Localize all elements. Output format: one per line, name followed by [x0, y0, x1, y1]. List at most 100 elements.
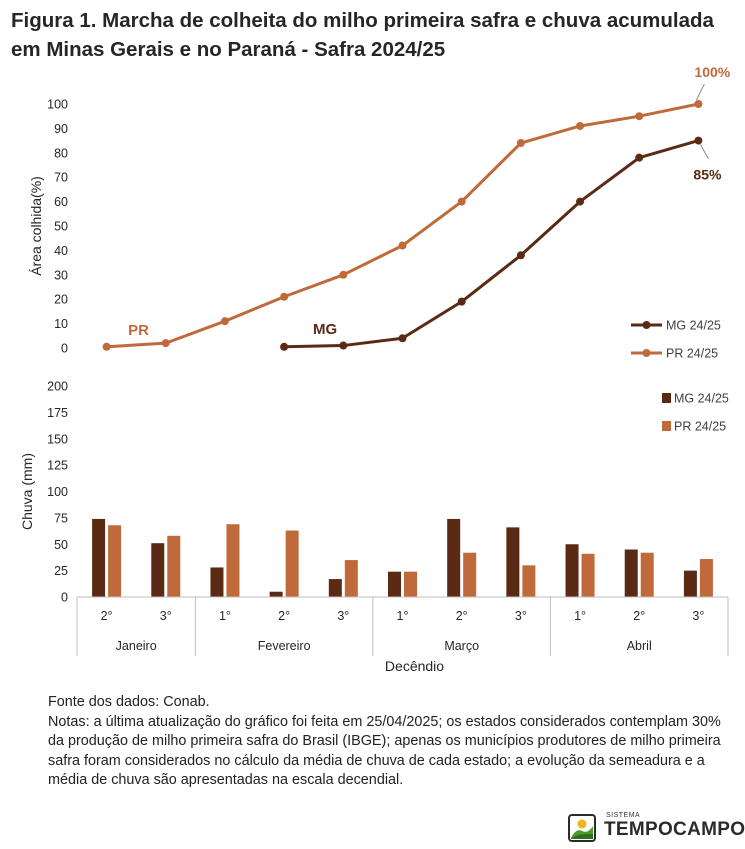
y-tick-label: 30 [54, 268, 68, 282]
data-point-mg [457, 297, 466, 306]
legend-label-pr: PR 24/25 [666, 347, 718, 361]
bar-mg [210, 567, 224, 597]
x-tick-label: 3° [160, 609, 172, 623]
x-tick-label: 1° [574, 609, 586, 623]
x-tick-label: 1° [397, 609, 409, 623]
bar-pr [404, 571, 417, 597]
y-tick-label: 150 [47, 432, 68, 446]
y-tick-label: 200 [47, 380, 68, 394]
y-tick-label: 75 [54, 511, 68, 525]
x-tick-label: 2° [456, 609, 468, 623]
y-tick-label: 80 [54, 146, 68, 160]
y-tick-label: 50 [54, 538, 68, 552]
y-tick-label: 50 [54, 220, 68, 234]
x-tick-label: 2° [101, 609, 113, 623]
bar-pr [226, 524, 240, 597]
data-point-pr [398, 241, 407, 250]
y-tick-label: 175 [47, 406, 68, 420]
data-point-pr [339, 270, 348, 279]
bar-mg [447, 518, 461, 597]
annotation-pr: PR [128, 322, 149, 339]
x-tick-label: 2° [633, 609, 645, 623]
series-line-mg [284, 139, 699, 349]
y-tick-label: 90 [54, 122, 68, 136]
legend-label-mg: MG 24/25 [674, 392, 729, 406]
legend-label-pr: PR 24/25 [674, 420, 726, 434]
bar-pr [581, 553, 595, 597]
series-line-pr [106, 102, 699, 349]
month-label: Abril [627, 639, 652, 653]
y-tick-label: 70 [54, 171, 68, 185]
y-axis-title: Chuva (mm) [19, 453, 35, 530]
data-point-pr [161, 339, 170, 348]
annotation-100: 100% [694, 64, 730, 80]
logo-big-text: TEMPOCAMPO [604, 819, 745, 840]
data-point-pr [220, 317, 229, 326]
annotation-85: 85% [693, 167, 722, 183]
data-point-mg [280, 342, 289, 351]
y-tick-label: 60 [54, 195, 68, 209]
y-tick-label: 10 [54, 317, 68, 331]
data-point-mg [694, 136, 703, 145]
bar-mg [92, 518, 106, 597]
legend-swatch-pr [662, 421, 671, 431]
y-tick-label: 25 [54, 564, 68, 578]
harvest-line-chart: 0 10 20 30 40 50 60 70 80 90 100 Área colhida(%) PR M… [28, 64, 731, 361]
bar-mg [683, 570, 697, 597]
y-tick-label: 100 [47, 485, 68, 499]
data-point-pr [516, 139, 525, 148]
bar-pr [167, 535, 181, 597]
data-point-mg [516, 251, 525, 260]
tempocampo-logo: SISTEMA TEMPOCAMPO [568, 812, 745, 844]
annotation-leader-line [695, 83, 705, 101]
legend-marker-mg [642, 321, 651, 329]
y-axis-title: Área colhida(%) [28, 176, 44, 276]
data-point-pr [576, 121, 585, 130]
y-tick-label: 125 [47, 459, 68, 473]
logo-mark-icon [568, 814, 596, 842]
y-tick-label: 0 [61, 342, 68, 356]
data-point-mg [635, 153, 644, 162]
bar-mg [388, 571, 401, 597]
y-tick-label: 100 [47, 98, 68, 112]
data-point-mg [398, 334, 407, 343]
data-point-mg [576, 197, 585, 206]
data-point-pr [694, 100, 703, 108]
data-point-pr [635, 112, 644, 121]
figure-title: Figura 1. Marcha de colheita do milho pr… [11, 6, 741, 64]
x-tick-label: 1° [219, 609, 231, 623]
month-label: Fevereiro [258, 639, 311, 653]
data-point-pr [457, 197, 466, 206]
bar-mg [624, 549, 638, 597]
y-tick-label: 0 [61, 591, 68, 605]
y-tick-label: 40 [54, 244, 68, 258]
bar-mg [269, 591, 283, 597]
x-tick-label: 3° [692, 609, 704, 623]
legend-swatch-mg [662, 393, 671, 403]
x-axis-title: Decêndio [385, 658, 444, 674]
month-label: Março [444, 639, 479, 653]
x-tick-label: 2° [278, 609, 290, 623]
annotation-mg: MG [313, 321, 337, 338]
month-label: Janeiro [116, 639, 157, 653]
bar-mg [506, 527, 520, 597]
data-point-pr [102, 342, 111, 351]
bar-pr [285, 530, 299, 597]
legend-label-mg: MG 24/25 [666, 319, 721, 333]
figure-title-line-2: em Minas Gerais e no Paraná - Safra 2024… [11, 38, 446, 61]
bar-pr [522, 565, 536, 597]
bar-mg [328, 579, 342, 597]
logo-small-text: SISTEMA [606, 812, 641, 819]
bar-mg [151, 543, 165, 597]
bar-pr [463, 552, 477, 597]
bar-pr [108, 525, 122, 597]
data-point-mg [339, 341, 348, 350]
annotation-leader-line [699, 144, 709, 159]
source-note: Fonte dos dados: Conab. [48, 694, 210, 710]
y-tick-label: 20 [54, 293, 68, 307]
notes-text: Notas: a última atualização do gráfico f… [48, 713, 721, 789]
bar-pr [699, 559, 713, 597]
legend-marker-pr [642, 349, 651, 357]
notes-block: Fonte dos dados: Conab. Notas: a última … [48, 693, 738, 791]
